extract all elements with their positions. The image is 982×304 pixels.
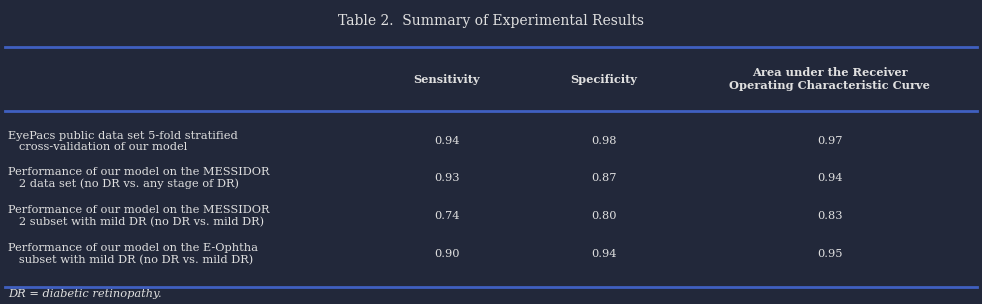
Text: Performance of our model on the MESSIDOR
   2 data set (no DR vs. any stage of D: Performance of our model on the MESSIDOR… [8, 167, 269, 189]
Text: Specificity: Specificity [571, 74, 637, 85]
Text: 0.95: 0.95 [817, 249, 843, 259]
Text: Table 2.  Summary of Experimental Results: Table 2. Summary of Experimental Results [338, 14, 644, 28]
Text: 0.94: 0.94 [434, 136, 460, 146]
Text: 0.83: 0.83 [817, 211, 843, 221]
Text: 0.97: 0.97 [817, 136, 843, 146]
Text: 0.87: 0.87 [591, 173, 617, 183]
Text: 0.98: 0.98 [591, 136, 617, 146]
Text: Sensitivity: Sensitivity [413, 74, 480, 85]
Text: DR = diabetic retinopathy.: DR = diabetic retinopathy. [8, 289, 161, 299]
Text: 0.94: 0.94 [817, 173, 843, 183]
Text: 0.93: 0.93 [434, 173, 460, 183]
Text: Area under the Receiver
Operating Characteristic Curve: Area under the Receiver Operating Charac… [730, 67, 930, 91]
Text: Performance of our model on the MESSIDOR
   2 subset with mild DR (no DR vs. mil: Performance of our model on the MESSIDOR… [8, 205, 269, 227]
Text: 0.80: 0.80 [591, 211, 617, 221]
Text: 0.74: 0.74 [434, 211, 460, 221]
Text: Performance of our model on the E-Ophtha
   subset with mild DR (no DR vs. mild : Performance of our model on the E-Ophtha… [8, 243, 258, 265]
Text: 0.90: 0.90 [434, 249, 460, 259]
Text: 0.94: 0.94 [591, 249, 617, 259]
Text: EyePacs public data set 5-fold stratified
   cross-validation of our model: EyePacs public data set 5-fold stratifie… [8, 130, 238, 152]
